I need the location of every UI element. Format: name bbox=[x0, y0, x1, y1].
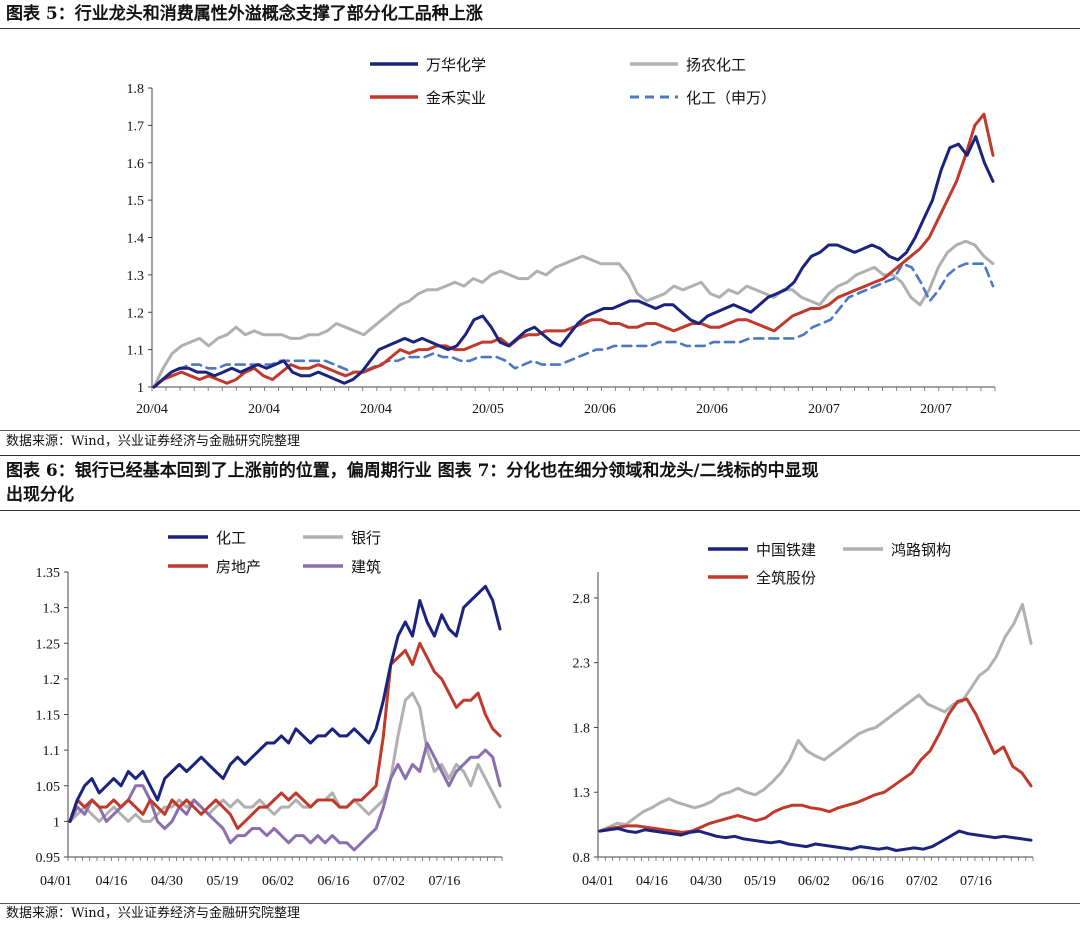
fig7-x-tick-label: 04/30 bbox=[690, 874, 722, 889]
fig6-x-tick-label: 06/16 bbox=[318, 874, 350, 889]
fig6-x-tick-label: 07/02 bbox=[373, 874, 405, 889]
fig5-legend-label-万华化学: 万华化学 bbox=[426, 56, 486, 74]
fig6-y-tick-label: 1.3 bbox=[43, 602, 61, 617]
fig5-y-tick-label: 1.2 bbox=[127, 306, 145, 321]
fig6-x-tick-label: 05/19 bbox=[207, 874, 239, 889]
fig6-x-tick-label: 07/16 bbox=[429, 874, 461, 889]
figure-6-chart: 0.95 1 1.05 1.1 1.15 1.2 1.25 1.3 1.35 04/01 04/16… bbox=[36, 529, 503, 889]
fig5-series-扬农化工 bbox=[152, 239, 995, 389]
fig7-series-鸿路钢构 bbox=[598, 602, 1033, 833]
fig7-legend-label-中国铁建: 中国铁建 bbox=[756, 541, 816, 559]
fig5-x-tick-label: 20/06 bbox=[584, 402, 616, 417]
figure-6-7-source: 数据来源：Wind，兴业证券经济与金融研究院整理 bbox=[6, 906, 300, 921]
fig5-x-tick-label: 20/07 bbox=[808, 402, 840, 417]
figure-6-7-title-line2: 出现分化 bbox=[6, 485, 74, 505]
fig7-x-tick-label: 05/19 bbox=[744, 874, 776, 889]
fig7-y-tick-label: 2.3 bbox=[573, 657, 591, 672]
fig7-legend-label-全筑股份: 全筑股份 bbox=[756, 569, 816, 587]
figure-5-title: 图表 5：行业龙头和消费属性外溢概念支撑了部分化工品种上涨 bbox=[6, 4, 483, 24]
fig6-y-tick-label: 1.2 bbox=[43, 673, 61, 688]
fig6-x-tick-label: 04/16 bbox=[96, 874, 128, 889]
fig5-x-tick-label: 20/04 bbox=[248, 402, 280, 417]
figure-5-title-rule bbox=[0, 28, 1080, 29]
fig6-series-银行 bbox=[68, 691, 502, 823]
fig6-y-tick-label: 1 bbox=[53, 815, 60, 830]
fig5-y-tick-label: 1.4 bbox=[127, 232, 145, 247]
fig5-legend-label-金禾实业: 金禾实业 bbox=[426, 89, 486, 107]
fig5-legend-label-扬农化工: 扬农化工 bbox=[686, 56, 746, 74]
fig6-y-tick-label: 0.95 bbox=[36, 851, 61, 866]
figure-6-7-source-rule bbox=[0, 903, 1080, 904]
fig6-legend-label-建筑: 建筑 bbox=[351, 558, 381, 576]
fig6-y-tick-label: 1.05 bbox=[36, 780, 61, 795]
fig5-y-tick-label: 1.3 bbox=[127, 269, 145, 284]
fig6-series-化工 bbox=[68, 584, 502, 823]
fig7-series-全筑股份 bbox=[598, 697, 1033, 834]
fig6-legend-label-房地产: 房地产 bbox=[216, 558, 261, 576]
fig7-series-中国铁建 bbox=[598, 827, 1033, 852]
fig5-y-tick-label: 1 bbox=[137, 381, 144, 396]
fig6-y-tick-label: 1.15 bbox=[36, 709, 61, 724]
fig5-series-万华化学 bbox=[152, 135, 995, 389]
figure-6-7-title-rule bbox=[0, 510, 1080, 511]
fig5-y-tick-label: 1.5 bbox=[127, 194, 145, 209]
figure-6-7-title: 图表 6：银行已经基本回到了上涨前的位置，偏周期行业 图表 7：分化也在细分领域… bbox=[6, 461, 819, 481]
fig7-y-tick-label: 1.8 bbox=[573, 721, 591, 736]
fig5-y-tick-label: 1.1 bbox=[127, 344, 145, 359]
figure-6-7-top-rule bbox=[0, 455, 1080, 456]
fig7-x-tick-label: 06/02 bbox=[798, 874, 830, 889]
fig6-y-tick-label: 1.25 bbox=[36, 637, 61, 652]
fig6-legend-label-银行: 银行 bbox=[351, 529, 381, 547]
fig7-x-tick-label: 07/02 bbox=[906, 874, 938, 889]
fig6-y-tick-label: 1.35 bbox=[36, 566, 61, 581]
fig5-x-tick-label: 20/04 bbox=[360, 402, 392, 417]
fig5-y-tick-label: 1.7 bbox=[127, 119, 145, 134]
fig6-x-tick-label: 04/01 bbox=[40, 874, 72, 889]
fig6-x-tick-label: 06/02 bbox=[262, 874, 294, 889]
fig6-series-建筑 bbox=[68, 741, 502, 852]
figure-5-chart: 1 1.1 1.2 1.3 1.4 1.5 1.6 1.7 1.8 20/04 20/04 20/04… bbox=[127, 56, 996, 417]
fig7-x-tick-label: 04/16 bbox=[636, 874, 668, 889]
fig7-y-tick-label: 1.3 bbox=[573, 786, 591, 801]
fig5-x-tick-label: 20/05 bbox=[472, 402, 504, 417]
fig5-x-tick-label: 20/07 bbox=[920, 402, 952, 417]
fig7-x-tick-label: 07/16 bbox=[960, 874, 992, 889]
fig5-series-金禾实业 bbox=[152, 112, 995, 389]
figure-7-chart: 0.8 1.3 1.8 2.3 2.8 04/01 04/16 04/30 05/19 06/02… bbox=[573, 541, 1034, 889]
figure-5-source: 数据来源：Wind，兴业证券经济与金融研究院整理 bbox=[6, 434, 300, 449]
fig5-x-tick-label: 20/06 bbox=[696, 402, 728, 417]
fig6-x-tick-label: 04/30 bbox=[151, 874, 183, 889]
fig5-x-tick-label: 20/04 bbox=[136, 402, 168, 417]
fig6-series-房地产 bbox=[68, 641, 502, 830]
fig7-x-tick-label: 06/16 bbox=[852, 874, 884, 889]
fig5-series-化工-申万- bbox=[152, 262, 995, 389]
fig6-legend-label-化工: 化工 bbox=[216, 529, 246, 547]
fig5-y-tick-label: 1.8 bbox=[127, 82, 145, 97]
fig7-legend-label-鸿路钢构: 鸿路钢构 bbox=[891, 541, 951, 559]
fig5-legend-label-化工-申万-: 化工（申万） bbox=[686, 89, 776, 107]
fig6-y-tick-label: 1.1 bbox=[43, 744, 61, 759]
fig7-x-tick-label: 04/01 bbox=[582, 874, 614, 889]
fig7-y-tick-label: 0.8 bbox=[573, 851, 591, 866]
figure-5-source-rule bbox=[0, 430, 1080, 431]
fig5-y-tick-label: 1.6 bbox=[127, 157, 145, 172]
fig7-y-tick-label: 2.8 bbox=[573, 592, 591, 607]
